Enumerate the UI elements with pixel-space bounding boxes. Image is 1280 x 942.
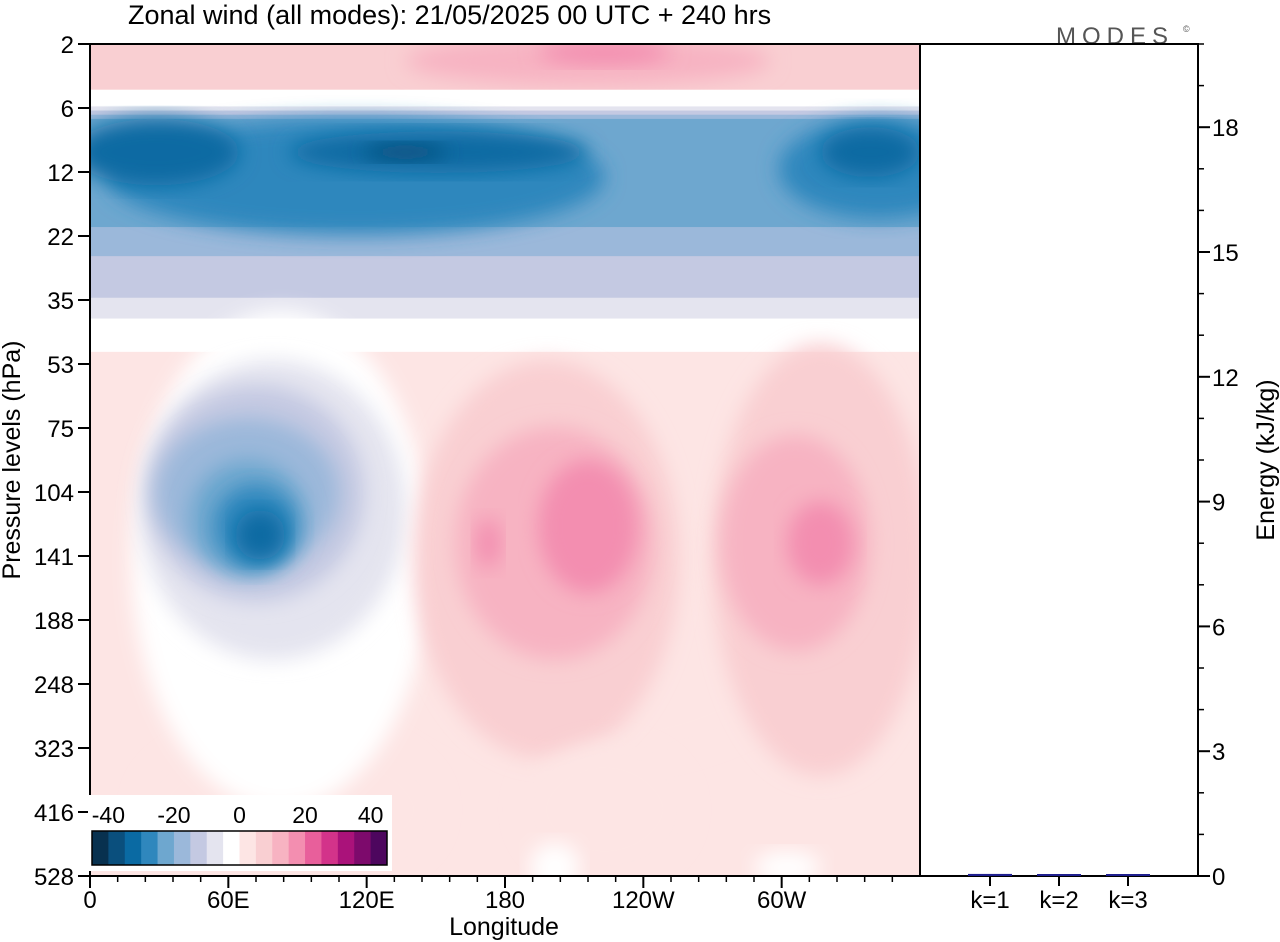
energy-tick-label: 12 <box>1212 365 1239 392</box>
x-tick-label: 0 <box>83 887 96 914</box>
y-tick-label: 12 <box>47 160 74 187</box>
colorbar-swatch <box>370 831 388 865</box>
colorbar-swatch <box>190 831 208 865</box>
colorbar-label: 0 <box>233 802 246 828</box>
colorbar-swatch <box>141 831 159 865</box>
energy-bar <box>968 873 1012 876</box>
chart-title: Zonal wind (all modes): 21/05/2025 00 UT… <box>128 0 771 30</box>
energy-tick-label: 0 <box>1212 864 1225 891</box>
energy-tick-label: 3 <box>1212 739 1225 766</box>
wavenumber-label: k=2 <box>1039 887 1078 914</box>
wind-contour-region <box>363 143 447 161</box>
energy-tick-label: 15 <box>1212 240 1239 267</box>
longitude-axis: 0 60E 120E 180 120W 60W <box>83 876 894 914</box>
wavenumber-label: k=1 <box>970 887 1009 914</box>
x-tick-label: 180 <box>485 887 525 914</box>
y-tick-label: 2 <box>61 32 74 59</box>
y-tick-label: 188 <box>34 608 74 635</box>
colorbar-swatch <box>337 831 355 865</box>
heatmap-panel: 2 6 12 22 35 53 75 104 141 188 248 323 416 528 0 60E 12… <box>0 32 921 941</box>
colorbar-label: 40 <box>358 802 384 828</box>
wind-contour-region <box>521 742 688 876</box>
energy-axis-label: Energy (kJ/kg) <box>1252 379 1280 540</box>
y-tick-label: 416 <box>34 800 74 827</box>
wavenumber-label: k=3 <box>1108 887 1147 914</box>
colorbar-swatch <box>206 831 224 865</box>
energy-tick-label: 18 <box>1212 115 1239 142</box>
wavenumber-axis: k=1 k=2 k=3 <box>970 876 1148 914</box>
y-tick-label: 323 <box>34 736 74 763</box>
colorbar-swatch <box>157 831 175 865</box>
wind-contour-region <box>405 44 771 86</box>
y-tick-label: 104 <box>34 480 74 507</box>
colorbar-swatch <box>321 831 339 865</box>
colorbar: -40 -20 0 20 40 <box>88 795 392 871</box>
colorbar-swatch <box>223 831 240 865</box>
energy-axis: 0 3 6 9 12 15 18 <box>1198 43 1239 891</box>
energy-panel: 0 3 6 9 12 15 18 k=1 k=2 k=3 Energy (kJ/kg) <box>919 43 1280 914</box>
modes-logo: MODES <box>1056 23 1174 50</box>
energy-frame <box>919 43 1199 877</box>
colorbar-swatch <box>272 831 290 865</box>
colorbar-swatch <box>92 831 109 865</box>
wind-contour-region <box>820 127 920 178</box>
modes-logo-mark: © <box>1183 24 1190 34</box>
colorbar-frame <box>91 830 388 866</box>
energy-bars <box>968 873 1150 876</box>
y-tick-label: 141 <box>34 544 74 571</box>
y-tick-label: 75 <box>47 416 74 443</box>
x-tick-label: 60W <box>757 887 807 914</box>
x-axis-label: Longitude <box>449 913 559 941</box>
y-tick-label: 6 <box>61 96 74 123</box>
wind-contour-region <box>90 89 920 111</box>
y-tick-label: 248 <box>34 672 74 699</box>
energy-bar <box>1106 874 1150 876</box>
wind-contour-region <box>787 501 854 585</box>
wind-contour-region <box>754 851 821 876</box>
colorbar-swatch <box>173 831 191 865</box>
wind-contour-region <box>90 118 240 186</box>
colorbar-swatch <box>305 831 322 865</box>
wind-contour-region <box>235 509 286 560</box>
colorbar-swatch <box>239 831 257 865</box>
wind-contour-region <box>529 842 580 876</box>
wind-contour-region <box>538 460 638 594</box>
energy-bar <box>1037 874 1081 876</box>
wind-contour-region <box>538 44 671 65</box>
x-tick-label: 120E <box>339 887 395 914</box>
colorbar-label: -20 <box>157 802 190 828</box>
colorbar-swatch <box>255 831 273 865</box>
y-tick-label: 528 <box>34 864 74 891</box>
energy-tick-label: 9 <box>1212 490 1225 517</box>
colorbar-swatch <box>124 831 142 865</box>
colorbar-label: 20 <box>292 802 318 828</box>
y-tick-label: 53 <box>47 352 74 379</box>
energy-tick-label: 6 <box>1212 614 1225 641</box>
y-tick-label: 22 <box>47 224 74 251</box>
y-tick-label: 35 <box>47 288 74 315</box>
colorbar-swatch <box>288 831 306 865</box>
wind-contour-region <box>475 518 501 569</box>
colorbar-swatch <box>108 831 126 865</box>
colorbar-label: -40 <box>92 802 125 828</box>
pressure-axis: 2 6 12 22 35 53 75 104 141 188 248 323 416 528 <box>34 32 90 891</box>
x-tick-label: 60E <box>207 887 250 914</box>
x-tick-label: 120W <box>612 887 675 914</box>
colorbar-swatch <box>354 831 372 865</box>
wind-field <box>90 44 920 876</box>
y-axis-label: Pressure levels (hPa) <box>0 341 26 580</box>
